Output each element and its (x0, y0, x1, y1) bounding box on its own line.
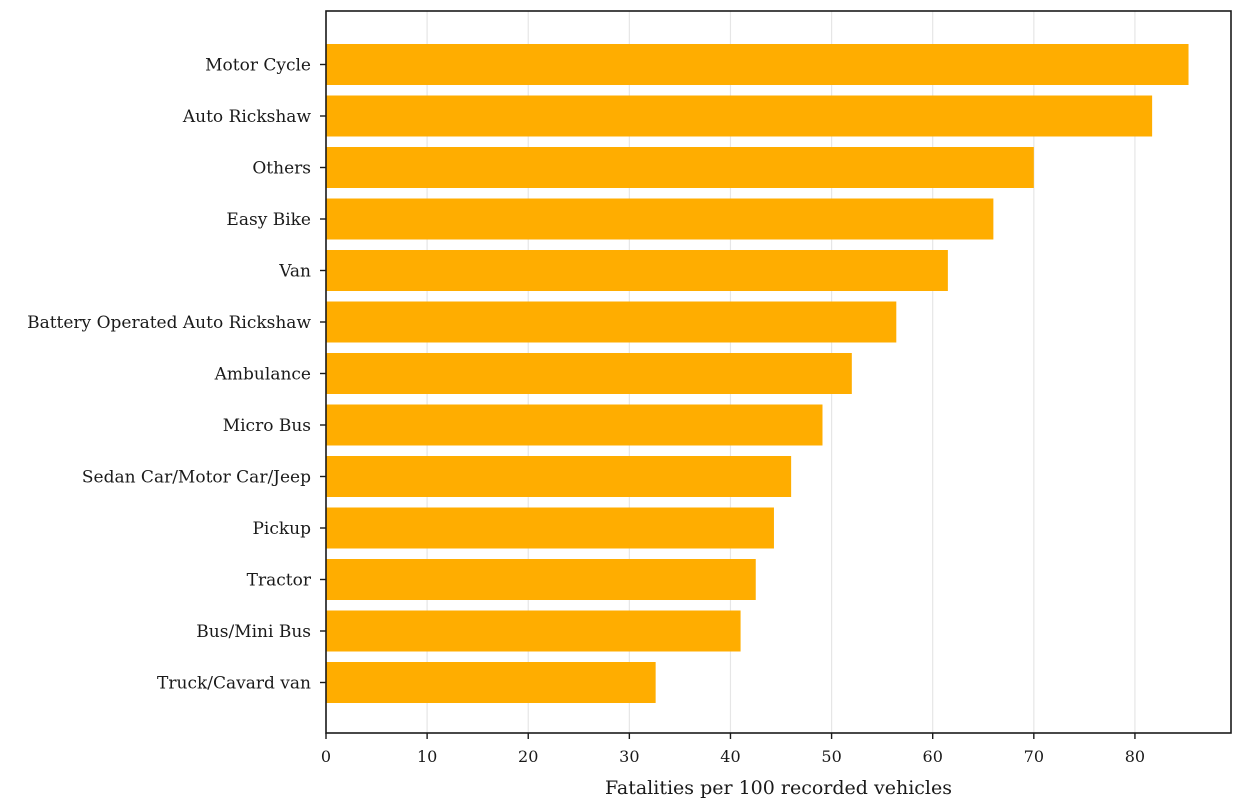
bar (326, 44, 1189, 85)
bar (326, 559, 756, 600)
y-tick-label: Bus/Mini Bus (196, 622, 311, 642)
bar (326, 353, 852, 394)
bar (326, 404, 823, 446)
bar (326, 250, 948, 291)
bar (326, 456, 792, 497)
x-tick-label: 0 (321, 747, 331, 766)
bars (326, 44, 1189, 703)
y-tick-label: Sedan Car/Motor Car/Jeep (82, 468, 311, 488)
x-tick-label: 10 (417, 747, 437, 766)
y-tick-label: Battery Operated Auto Rickshaw (27, 313, 311, 333)
y-axis-ticks: Motor Cycle Auto Rickshaw Others Easy Bike V… (27, 56, 326, 694)
x-tick-label: 70 (1024, 747, 1044, 766)
x-axis-ticks: 0 10 20 30 40 50 60 70 80 (321, 733, 1145, 766)
y-tick-label: Others (252, 159, 311, 179)
y-tick-label: Tractor (247, 571, 312, 591)
y-tick-label: Easy Bike (226, 210, 311, 230)
y-tick-label: Ambulance (214, 365, 311, 385)
y-tick-label: Truck/Cavard van (157, 674, 311, 694)
y-tick-label: Auto Rickshaw (182, 107, 312, 127)
x-axis-title: Fatalities per 100 recorded vehicles (605, 777, 952, 799)
bar (326, 95, 1153, 137)
bar (326, 662, 656, 703)
x-tick-label: 30 (619, 747, 639, 766)
x-tick-label: 80 (1125, 747, 1145, 766)
y-tick-label: Van (278, 262, 311, 282)
y-tick-label: Micro Bus (223, 416, 311, 436)
bar (326, 610, 741, 652)
bar (326, 198, 994, 240)
x-tick-label: 40 (720, 747, 740, 766)
bar (326, 301, 897, 343)
bar (326, 507, 774, 549)
x-tick-label: 50 (821, 747, 841, 766)
x-tick-label: 20 (518, 747, 538, 766)
y-tick-label: Motor Cycle (205, 56, 311, 76)
plot-frame (325, 10, 1232, 734)
y-tick-label: Pickup (252, 519, 311, 539)
x-tick-label: 60 (923, 747, 943, 766)
bar (326, 147, 1034, 188)
